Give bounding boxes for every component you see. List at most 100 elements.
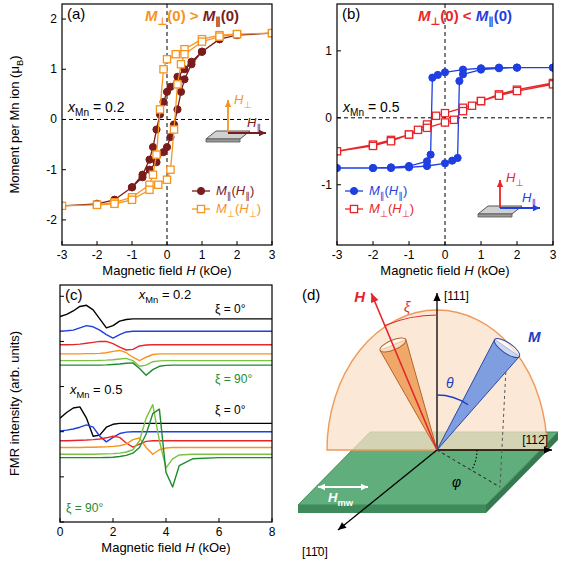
data-point: [495, 65, 502, 72]
x-axis-title: Magnetic field H (kOe): [101, 540, 230, 555]
data-point: [153, 159, 160, 166]
text-run: 1: [50, 62, 57, 76]
x-tick-label: 0: [57, 525, 64, 539]
text-run: = 0.2: [89, 99, 125, 115]
text-run: -1: [46, 163, 57, 177]
text-run: Mn: [75, 107, 89, 118]
panel-1: -3-2-10123-101Magnetic field H (kOe)(b)M…: [321, 4, 556, 278]
text-run: 0: [325, 111, 332, 125]
data-point: [170, 126, 177, 133]
y-tick: [62, 69, 66, 70]
axis-110-shaft: [338, 450, 437, 530]
y-tick: [337, 184, 341, 185]
annotation: H∥: [247, 115, 261, 133]
h-cone-body: [380, 340, 437, 450]
text-run: ⊥: [249, 209, 257, 219]
axis-112: [437, 446, 552, 453]
text-run: 6: [216, 525, 223, 539]
x-tick-label: -3: [57, 248, 68, 262]
angle-label: ξ: [404, 299, 411, 315]
data-point: [160, 66, 167, 73]
annotation: H∥: [522, 190, 536, 208]
text-run: Magnetic field: [380, 263, 464, 278]
text-run: FMR intensity (arb. units): [7, 331, 22, 476]
data-point: [198, 48, 205, 55]
data-point: [93, 201, 100, 208]
data-point: [387, 164, 394, 171]
data-point: [414, 126, 421, 133]
text-run: ξ = 0°: [215, 403, 246, 417]
text-run: ⊥: [430, 15, 440, 27]
y-tick: [60, 522, 64, 523]
data-point: [172, 51, 179, 58]
magnetization-label: M: [528, 328, 541, 345]
x-tick: [553, 241, 554, 245]
axis-label: [11̄0]: [302, 545, 328, 559]
text-run: ⊥: [227, 209, 235, 219]
data-point: [163, 56, 170, 63]
data-point: [450, 116, 457, 123]
h-direction-head: [371, 293, 378, 303]
x-tick: [60, 518, 61, 522]
y-tick-label: 0: [50, 112, 57, 126]
axis-112-head: [544, 446, 552, 453]
data-point: [163, 88, 170, 95]
text-run: ): [403, 183, 407, 198]
panel-label: (c): [65, 286, 83, 303]
data-point: [405, 131, 412, 138]
text-run: (kOe): [474, 263, 510, 278]
series-line: [337, 83, 553, 151]
data-point: [477, 66, 484, 73]
x-tick-label: 1: [478, 248, 485, 262]
text-run: Mn: [145, 295, 158, 305]
text-run: 2: [234, 248, 241, 262]
m-cone-base: [492, 335, 523, 361]
plot-frame: [337, 4, 553, 245]
phi-arc: [472, 450, 478, 470]
text-run: (0): [221, 7, 239, 24]
text-run: = 0.2: [158, 287, 191, 302]
y-tick: [62, 219, 66, 220]
data-point: [149, 171, 156, 178]
axis-110-head: [338, 522, 346, 530]
x-tick: [409, 241, 410, 245]
data-point: [181, 51, 188, 58]
xi-arc: [385, 315, 437, 326]
data-point: [188, 61, 195, 68]
text-run: (kOe): [195, 540, 231, 555]
data-point: [198, 38, 205, 45]
data-point: [153, 151, 160, 158]
data-point: [456, 77, 463, 84]
text-run: M: [203, 7, 216, 24]
data-point: [139, 174, 146, 181]
x-tick-label: -3: [332, 248, 343, 262]
x-tick-label: 2: [514, 248, 521, 262]
inset-arrow-perp: [497, 180, 503, 208]
axis-111-shaft: [436, 293, 437, 450]
y-axis-title: FMR intensity (arb. units): [7, 331, 22, 476]
text-run: ⊥: [402, 209, 410, 219]
data-point: [146, 186, 153, 193]
data-point: [429, 74, 436, 81]
text-run: -2: [92, 248, 103, 262]
x-tick-label: -2: [92, 248, 103, 262]
y-tick-label: 0: [325, 111, 332, 125]
data-point: [477, 97, 484, 104]
text-run: M: [476, 7, 489, 24]
y-tick: [60, 431, 64, 432]
text-run: [111]: [444, 289, 469, 303]
annotation-part: M⊥(0) >: [145, 7, 203, 27]
data-point: [441, 69, 448, 76]
text-run: 2: [110, 525, 117, 539]
x-tick: [237, 241, 238, 245]
data-point: [128, 196, 135, 203]
data-point: [369, 164, 376, 171]
x-tick-label: 2: [234, 248, 241, 262]
text-run: [11̄0]: [302, 545, 328, 559]
data-point: [216, 33, 223, 40]
annotation: xMn = 0.2: [67, 99, 125, 118]
x-tick-label: 6: [216, 525, 223, 539]
text-run: -1: [321, 178, 332, 192]
data-point: [155, 181, 162, 188]
text-run: (0) >: [167, 7, 202, 24]
